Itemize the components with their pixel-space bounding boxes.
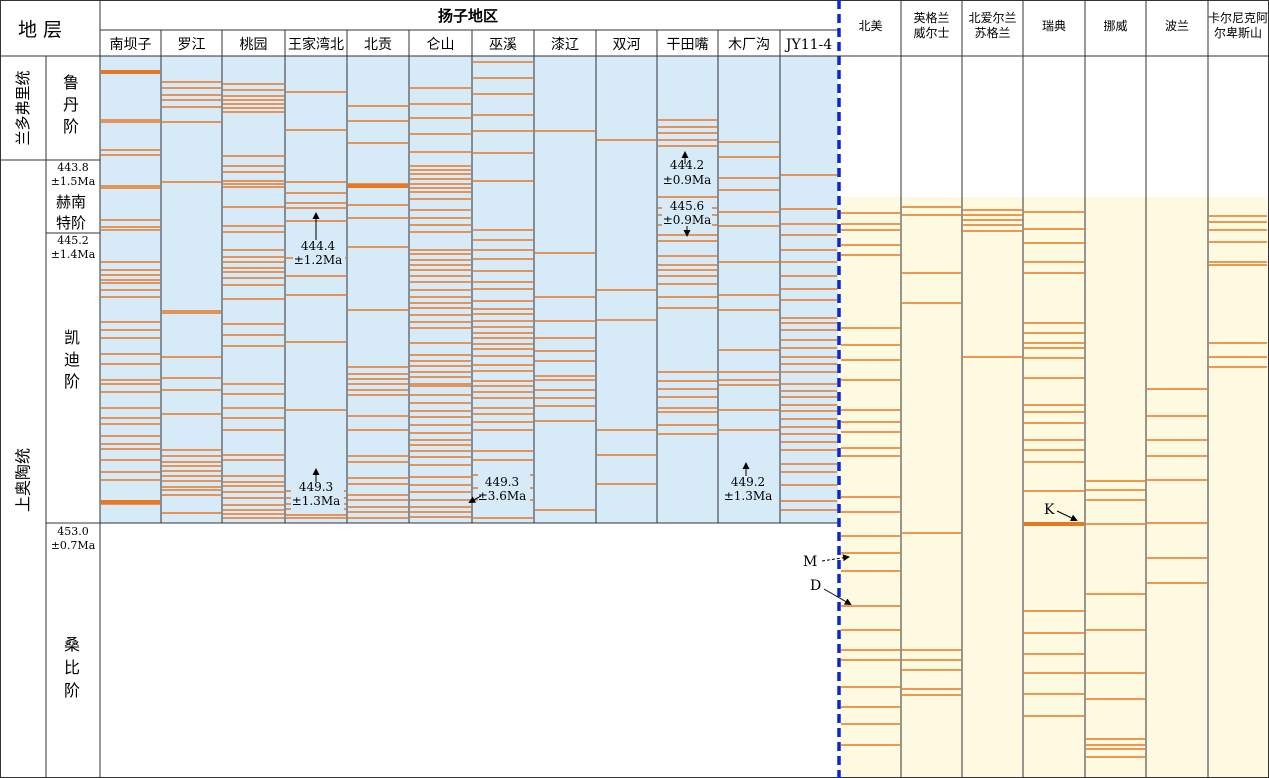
stage-katian: 凯迪阶: [64, 328, 80, 391]
age-wangjiawan-2: 449.3: [299, 480, 333, 494]
column-name-6: 巫溪: [489, 37, 517, 53]
column-name-2: 北爱尔兰苏格兰: [968, 10, 1016, 40]
column-name-5: 仑山: [427, 37, 455, 53]
stage-hirnantian: 赫南特阶: [56, 193, 86, 232]
marker-m: M: [803, 554, 817, 570]
age-ganduzui-2-err: ±0.9Ma: [663, 213, 712, 227]
yangtze-region-header: 扬子地区: [438, 7, 498, 25]
age-ganduzui-1-err: ±0.9Ma: [663, 173, 712, 187]
age-wangjiawan-1: 444.4: [301, 239, 336, 253]
age-muchanggou-err: ±1.3Ma: [724, 489, 773, 503]
boundary-age-2-err: ±1.4Ma: [51, 248, 96, 261]
column-name-5: 波兰: [1165, 19, 1189, 33]
age-wangjiawan-2-err: ±1.3Ma: [292, 494, 341, 508]
series-llandovery-label: 兰多弗里统: [14, 70, 32, 145]
arrow-wuxi: [468, 495, 482, 503]
column-name-2: 桃园: [240, 37, 268, 53]
boundary-age-2: 445.2: [57, 234, 89, 247]
column-name-10: 木厂沟: [728, 37, 770, 53]
column-name-4: 北贡: [364, 37, 392, 53]
boundary-age-3-err: ±0.7Ma: [51, 539, 96, 552]
column-name-3: 瑞典: [1042, 19, 1066, 33]
column-name-11: JY11-4: [784, 37, 832, 53]
boundary-age-1: 443.8: [57, 161, 89, 174]
column-name-4: 挪威: [1103, 19, 1127, 33]
age-muchanggou: 449.2: [731, 475, 765, 489]
age-wangjiawan-1-err: ±1.2Ma: [294, 253, 343, 267]
column-name-0: 北美: [858, 19, 882, 33]
column-name-6: 卡尔尼克阿尔卑斯山: [1208, 10, 1268, 40]
column-name-7: 漆辽: [551, 37, 579, 53]
age-wuxi: 449.3: [485, 475, 519, 489]
column-name-9: 干田嘴: [667, 37, 709, 53]
series-upper-ordovician-label: 上奥陶统: [14, 448, 33, 512]
stage-rhuddanian: 鲁丹阶: [63, 73, 79, 136]
arrow-k-marker: [1056, 510, 1078, 522]
other-regions-fill: [840, 197, 1268, 777]
boundary-age-1-err: ±1.5Ma: [51, 175, 96, 188]
age-wuxi-err: ±3.6Ma: [478, 489, 527, 503]
column-name-1: 英格兰威尔士: [913, 10, 949, 40]
marker-k: K: [1044, 502, 1055, 518]
column-name-1: 罗江: [178, 37, 206, 53]
stage-sandbian: 桑比阶: [64, 635, 80, 700]
age-ganduzui-1: 444.2: [670, 158, 704, 172]
marker-d: D: [810, 578, 821, 594]
strata-header: 地 层: [18, 19, 62, 41]
arrow-d-marker: [823, 588, 852, 605]
arrow-m-marker: [821, 554, 850, 562]
age-ganduzui-2: 445.6: [670, 199, 704, 213]
column-name-0: 南坝子: [110, 37, 152, 53]
column-name-3: 王家湾北: [288, 36, 344, 53]
column-name-8: 双河: [613, 37, 641, 53]
boundary-age-3: 453.0: [57, 525, 89, 538]
